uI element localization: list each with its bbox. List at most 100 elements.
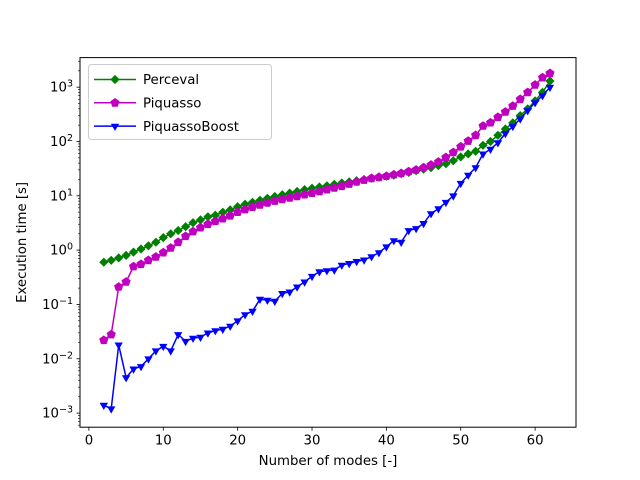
triangle-down-marker bbox=[426, 211, 436, 219]
pentagon-marker bbox=[129, 261, 139, 271]
triangle-down-marker bbox=[523, 108, 532, 116]
triangle-down-marker bbox=[196, 334, 205, 342]
triangle-down-marker bbox=[501, 131, 510, 139]
triangle-down-marker bbox=[203, 330, 213, 338]
x-tick-label: 10 bbox=[155, 434, 172, 449]
triangle-down-marker bbox=[218, 326, 227, 334]
pentagon-marker bbox=[285, 193, 295, 202]
triangle-down-marker bbox=[404, 228, 413, 236]
pentagon-marker bbox=[396, 168, 406, 178]
diamond-marker bbox=[128, 247, 139, 257]
triangle-down-marker bbox=[99, 402, 108, 410]
pentagon-marker bbox=[493, 112, 503, 122]
triangle-down-marker bbox=[300, 279, 309, 287]
triangle-down-marker bbox=[456, 180, 465, 189]
triangle-down-marker bbox=[121, 375, 131, 383]
triangle-down-marker bbox=[315, 269, 324, 277]
y-tick-label: 101 bbox=[50, 187, 73, 204]
diamond-marker bbox=[158, 233, 168, 243]
diamond-marker bbox=[166, 229, 176, 239]
pentagon-marker bbox=[210, 216, 220, 226]
triangle-down-marker bbox=[337, 262, 346, 270]
pentagon-marker bbox=[426, 160, 436, 169]
diamond-marker bbox=[441, 159, 451, 169]
pentagon-marker bbox=[448, 147, 458, 157]
triangle-down-marker bbox=[330, 267, 339, 275]
triangle-down-marker bbox=[441, 199, 450, 208]
triangle-down-marker bbox=[110, 123, 120, 131]
diamond-marker bbox=[210, 210, 220, 220]
pentagon-marker bbox=[515, 94, 525, 104]
pentagon-marker bbox=[143, 255, 153, 265]
y-tick-label: 103 bbox=[50, 79, 73, 96]
triangle-down-marker bbox=[516, 116, 525, 124]
diamond-marker bbox=[106, 255, 116, 265]
pentagon-marker bbox=[523, 87, 533, 97]
pentagon-marker bbox=[314, 186, 324, 196]
pentagon-marker bbox=[545, 68, 555, 78]
pentagon-marker bbox=[121, 277, 131, 286]
triangle-down-marker bbox=[181, 338, 190, 347]
legend: Perceval Piquasso PiquassoBoost bbox=[88, 64, 272, 140]
x-tick-label: 0 bbox=[85, 434, 93, 449]
pentagon-marker bbox=[110, 98, 120, 107]
pentagon-marker bbox=[478, 121, 488, 130]
pentagon-marker bbox=[225, 210, 235, 220]
legend-box bbox=[88, 64, 272, 140]
y-tick-label: 10−2 bbox=[42, 350, 73, 367]
triangle-down-marker bbox=[545, 84, 555, 92]
triangle-down-marker bbox=[530, 100, 540, 108]
triangle-down-marker bbox=[159, 343, 168, 352]
triangle-down-marker bbox=[389, 238, 398, 246]
pentagon-marker bbox=[173, 237, 183, 247]
pentagon-marker bbox=[456, 141, 466, 151]
pentagon-marker bbox=[352, 177, 362, 186]
pentagon-marker bbox=[277, 194, 287, 204]
triangle-down-marker bbox=[151, 348, 160, 356]
pentagon-marker bbox=[389, 169, 399, 179]
diamond-marker bbox=[195, 215, 206, 225]
pentagon-marker bbox=[262, 198, 272, 207]
triangle-down-marker bbox=[352, 259, 361, 267]
pentagon-marker bbox=[508, 101, 518, 110]
pentagon-marker bbox=[374, 172, 384, 182]
legend-label: PiquassoBoost bbox=[143, 120, 239, 135]
y-tick-label: 100 bbox=[50, 242, 73, 259]
diamond-marker bbox=[493, 130, 503, 140]
pentagon-marker bbox=[433, 157, 443, 166]
pentagon-marker bbox=[166, 243, 176, 252]
x-tick-label: 30 bbox=[304, 434, 321, 449]
diamond-marker bbox=[478, 140, 488, 150]
triangle-down-marker bbox=[359, 257, 369, 265]
y-axis: 10−3 10−2 10−1 100 101 102 103 bbox=[42, 60, 80, 426]
triangle-down-marker bbox=[248, 308, 257, 316]
series-piquasso bbox=[99, 68, 555, 345]
diamond-marker bbox=[143, 241, 153, 251]
pentagon-marker bbox=[500, 107, 510, 116]
pentagon-marker bbox=[411, 165, 421, 174]
triangle-down-marker bbox=[240, 312, 250, 320]
pentagon-marker bbox=[300, 189, 310, 199]
triangle-down-marker bbox=[434, 206, 443, 214]
pentagon-marker bbox=[530, 80, 540, 89]
triangle-down-marker bbox=[233, 318, 242, 326]
pentagon-marker bbox=[106, 329, 116, 339]
diamond-marker bbox=[173, 225, 183, 236]
pentagon-marker bbox=[344, 179, 354, 188]
pentagon-marker bbox=[255, 200, 265, 209]
diamond-marker bbox=[471, 146, 481, 156]
triangle-down-marker bbox=[508, 123, 517, 132]
pentagon-marker bbox=[114, 282, 124, 291]
triangle-down-marker bbox=[464, 172, 473, 180]
pentagon-marker bbox=[471, 130, 481, 140]
triangle-down-marker bbox=[478, 151, 488, 159]
diamond-marker bbox=[114, 253, 124, 263]
x-tick-label: 60 bbox=[527, 434, 544, 449]
triangle-down-marker bbox=[307, 273, 317, 282]
x-tick-label: 20 bbox=[229, 434, 246, 449]
pentagon-marker bbox=[337, 181, 347, 191]
diamond-marker bbox=[463, 149, 473, 159]
triangle-down-marker bbox=[345, 261, 354, 269]
triangle-down-marker bbox=[419, 221, 428, 229]
